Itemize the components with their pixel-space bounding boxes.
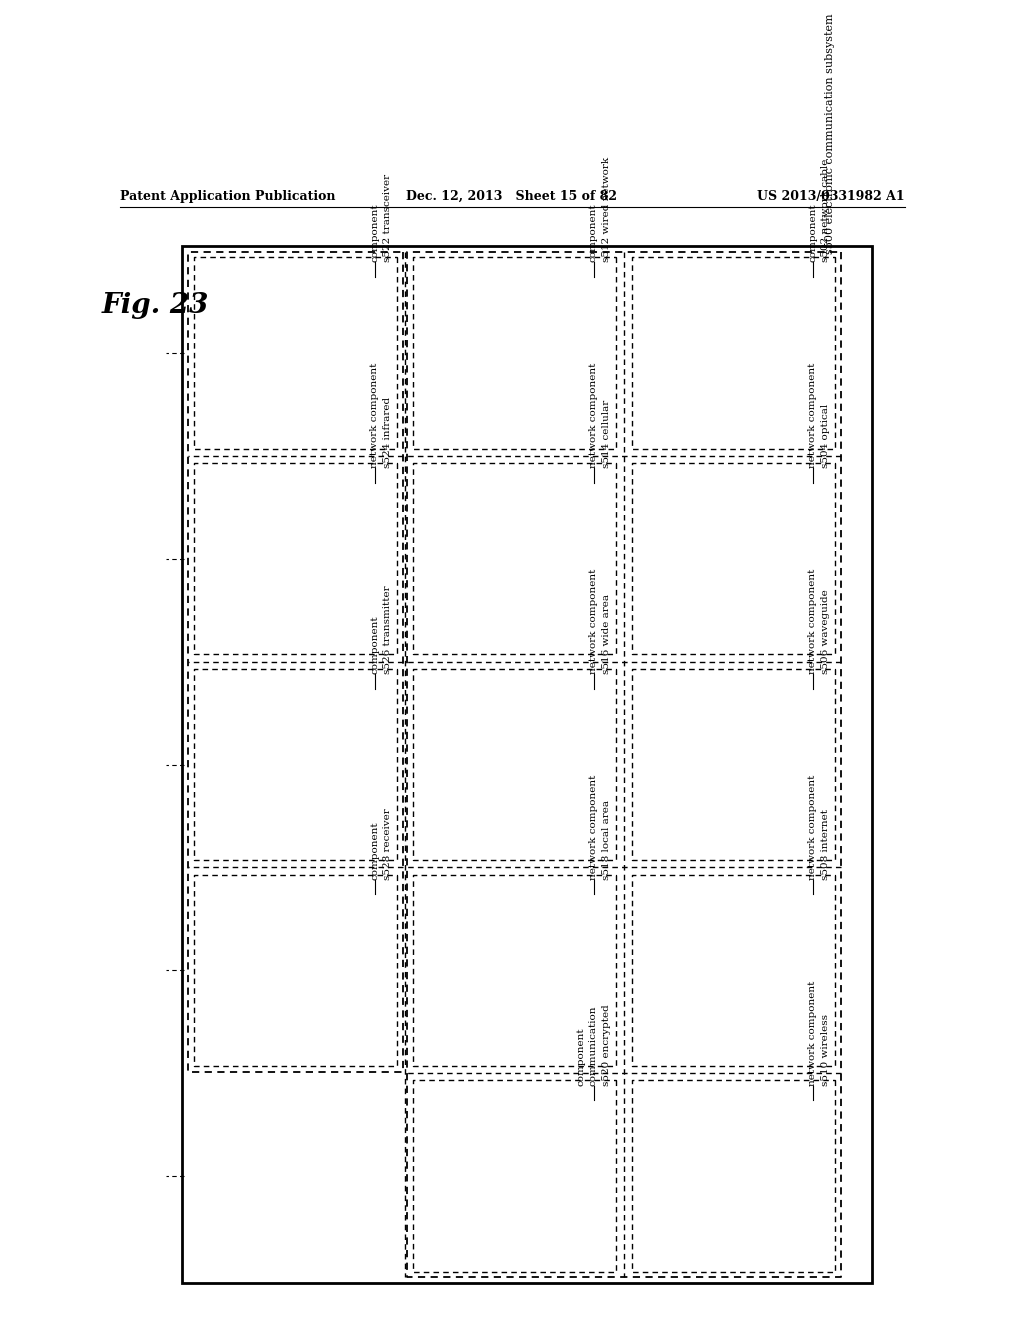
Text: s516 wide area: s516 wide area	[602, 594, 611, 675]
Text: Patent Application Publication: Patent Application Publication	[120, 190, 336, 203]
Text: network component: network component	[808, 363, 817, 469]
Text: communication: communication	[589, 1006, 598, 1086]
Text: component: component	[370, 821, 379, 880]
Text: network component: network component	[589, 363, 598, 469]
Text: s506 waveguide: s506 waveguide	[821, 589, 830, 675]
Text: Fig. 23: Fig. 23	[101, 292, 209, 319]
Text: s522 transceiver: s522 transceiver	[383, 174, 392, 263]
Text: s500 electronic communication subsystem: s500 electronic communication subsystem	[824, 13, 835, 255]
Text: s508 internet: s508 internet	[821, 809, 830, 880]
Text: s524 infrared: s524 infrared	[383, 397, 392, 469]
Text: s504 optical: s504 optical	[821, 404, 830, 469]
Text: component: component	[575, 1027, 585, 1086]
Text: component: component	[370, 615, 379, 675]
Text: s526 transmitter: s526 transmitter	[383, 585, 392, 675]
Text: network component: network component	[808, 981, 817, 1086]
Text: network component: network component	[589, 775, 598, 880]
Text: Dec. 12, 2013   Sheet 15 of 82: Dec. 12, 2013 Sheet 15 of 82	[407, 190, 617, 203]
Text: component: component	[589, 203, 598, 263]
Text: network component: network component	[808, 569, 817, 675]
Text: s512 wired network: s512 wired network	[602, 157, 611, 263]
Text: network component: network component	[589, 569, 598, 675]
Text: s518 local area: s518 local area	[602, 800, 611, 880]
Text: s510 wireless: s510 wireless	[821, 1014, 830, 1086]
Text: s502 network cable: s502 network cable	[821, 158, 830, 263]
Text: s520 encrypted: s520 encrypted	[602, 1005, 611, 1086]
Text: s528 receiver: s528 receiver	[383, 808, 392, 880]
Bar	[182, 247, 872, 1283]
Text: s514 cellular: s514 cellular	[602, 400, 611, 469]
Text: network component: network component	[808, 775, 817, 880]
Text: component: component	[370, 203, 379, 263]
Text: component: component	[808, 203, 817, 263]
Text: US 2013/0331982 A1: US 2013/0331982 A1	[758, 190, 905, 203]
Text: network component: network component	[370, 363, 379, 469]
